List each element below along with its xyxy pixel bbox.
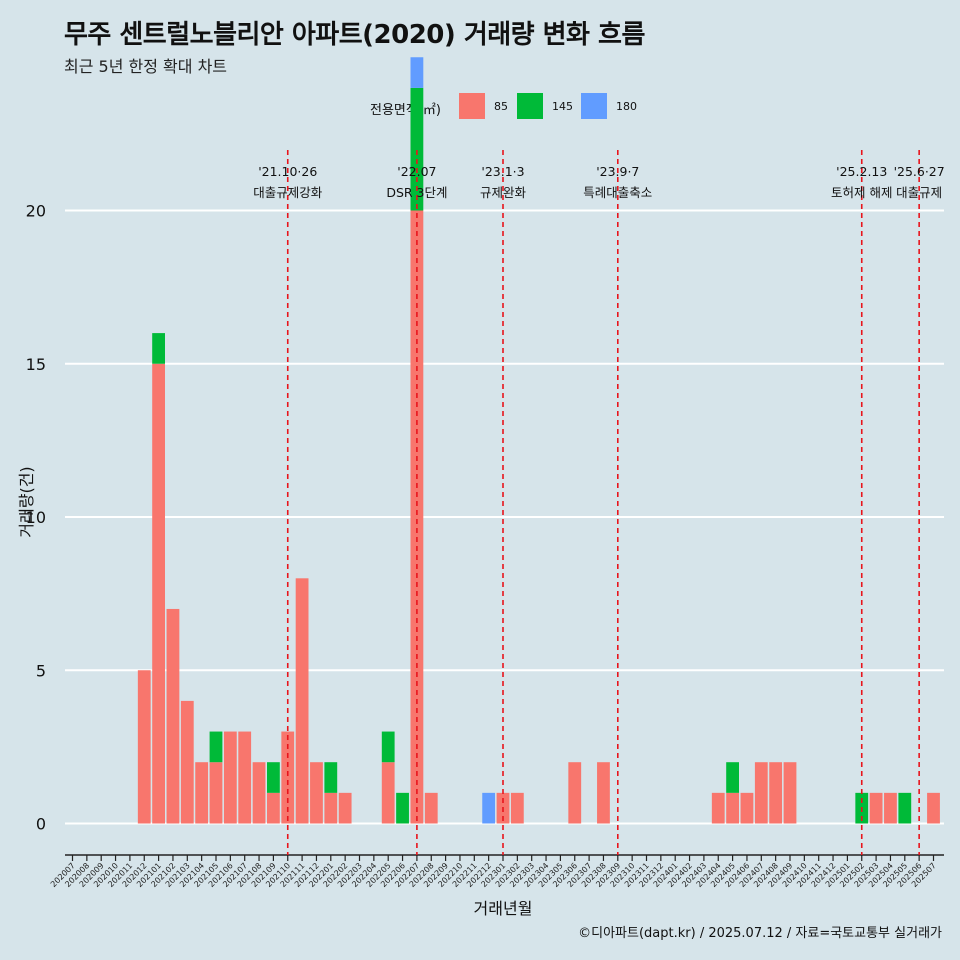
event-date-label: '23.9·7 [596,164,639,179]
legend-label-85: 85 [494,100,508,113]
bar-85-202103 [180,700,194,824]
source-caption: ©디아파트(dapt.kr) / 2025.07.12 / 자료=국토교통부 실… [578,926,942,941]
event-name-label: 대출규제 [896,185,942,200]
bar-85-202405 [726,792,739,824]
bar-85-202202 [338,792,352,824]
bar-85-202109 [267,792,280,824]
chart-subtitle: 최근 5년 한정 확대 차트 [64,57,228,76]
event-name-label: 토허제 해제 [831,185,892,200]
bar-85-202407 [754,762,768,824]
bar-85-202111 [295,578,309,824]
bar-85-202108 [252,762,266,824]
event-name-label: 대출규제강화 [253,185,323,200]
bar-85-202106 [223,731,237,824]
bar-180-202207 [410,57,424,88]
bar-85-202408 [769,762,783,824]
bar-85-202507 [927,792,940,824]
bar-85-202308 [597,762,610,824]
bar-85-202302 [510,792,524,824]
bar-85-202012 [137,670,151,824]
y-tick-label: 20 [26,202,46,221]
event-name-label: 특례대출축소 [583,185,652,200]
bar-145-202206 [396,792,409,824]
bar-145-202207 [410,87,424,211]
legend-swatch-85 [459,93,485,119]
bar-180-202212 [482,792,496,824]
bar-85-202105 [209,762,223,824]
y-tick-label: 10 [26,508,46,527]
bar-85-202107 [238,731,252,824]
y-tick-label: 5 [36,661,46,680]
bar-85-202110 [281,731,295,824]
event-name-label: DSR 3단계 [386,185,447,200]
bar-145-202505 [898,792,912,824]
bar-85-202201 [324,792,338,824]
bar-85-202504 [884,792,897,824]
event-date-label: '22.07 [397,164,436,179]
y-tick-label: 0 [36,815,46,834]
bar-145-202405 [726,762,739,793]
bar-85-202104 [195,762,209,824]
event-date-label: '23.1·3 [481,164,524,179]
legend-swatch-145 [517,93,543,119]
bar-85-202404 [711,792,725,824]
bar-85-202409 [783,762,797,824]
y-axis-title: 거래량(건) [17,466,36,537]
x-axis-title: 거래년월 [474,899,533,918]
bar-145-202101 [152,333,165,364]
bar-145-202201 [324,762,338,793]
bar-85-202101 [152,363,165,824]
event-date-label: '25.2.13 [836,164,887,179]
bar-145-202105 [209,731,223,763]
bar-85-202306 [568,762,582,824]
legend-label-180: 180 [616,100,637,113]
event-date-label: '25.6·27 [894,164,945,179]
bar-85-202208 [424,792,438,824]
bar-85-202102 [166,608,180,824]
chart-title: 무주 센트럴노블리안 아파트(2020) 거래량 변화 흐름 [64,20,645,50]
bar-145-202205 [381,731,395,763]
legend-swatch-180 [581,93,607,119]
bar-145-202109 [267,762,280,793]
legend-label-145: 145 [552,100,573,113]
bar-85-202503 [869,792,883,824]
bar-85-202205 [381,762,395,824]
bar-85-202207 [410,210,424,824]
bar-85-202112 [310,762,323,824]
event-date-label: '21.10·26 [258,164,317,179]
bar-85-202406 [740,792,754,824]
event-name-label: 규제완화 [480,185,527,200]
y-tick-label: 15 [26,355,46,374]
